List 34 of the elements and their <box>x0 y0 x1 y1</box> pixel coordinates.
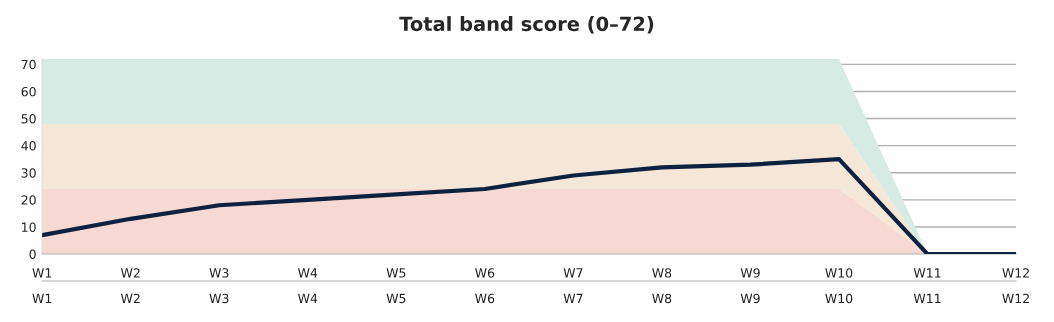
x-tick-label: W3 <box>209 268 229 278</box>
y-tick-label: 10 <box>22 222 36 232</box>
x-tick-label: W5 <box>386 268 406 278</box>
x-tick-label: W2 <box>120 268 140 278</box>
category-label: W12 <box>1002 293 1029 303</box>
category-label: W7 <box>563 293 583 303</box>
category-label: W11 <box>913 293 941 303</box>
x-tick-label: W9 <box>740 268 760 278</box>
category-label: W5 <box>386 293 406 304</box>
y-tick-label: 40 <box>21 141 36 151</box>
category-label: W10 <box>825 293 853 304</box>
y-tick-label: 20 <box>21 195 36 205</box>
x-tick-label: W6 <box>475 268 495 278</box>
category-label: W2 <box>120 293 140 303</box>
x-tick-label: W12 <box>1002 268 1029 278</box>
y-tick-label: 0 <box>29 249 36 259</box>
x-tick-label: W8 <box>652 268 672 278</box>
chart-title: Total band score (0–72) <box>399 16 654 34</box>
x-tick-label: W10 <box>825 268 853 278</box>
y-tick-label: 30 <box>21 168 36 178</box>
y-tick-label: 70 <box>21 59 36 70</box>
category-label: W4 <box>298 293 318 303</box>
x-tick-label: W4 <box>298 268 318 278</box>
x-tick-label: W7 <box>563 268 583 278</box>
y-tick-label: 60 <box>21 86 36 97</box>
y-tick-label: 50 <box>21 114 36 124</box>
category-label: W8 <box>652 293 672 304</box>
category-label: W6 <box>475 293 495 304</box>
category-label: W1 <box>32 293 52 303</box>
x-tick-label: W1 <box>32 268 52 278</box>
x-tick-label: W11 <box>913 268 941 278</box>
category-label: W9 <box>740 293 760 304</box>
line-series <box>42 157 1017 255</box>
category-label: W3 <box>209 293 229 304</box>
